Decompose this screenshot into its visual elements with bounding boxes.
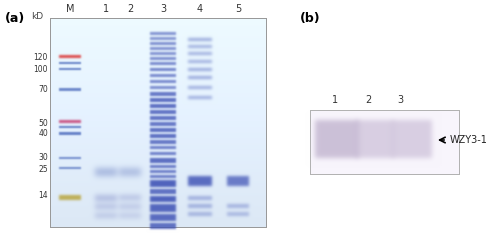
Text: 2: 2 [365,95,371,105]
Text: 50: 50 [38,119,48,128]
Text: 30: 30 [38,154,48,163]
Text: M: M [66,4,74,14]
Text: 40: 40 [38,129,48,138]
Text: 1: 1 [103,4,109,14]
Text: 5: 5 [235,4,241,14]
Text: 2: 2 [127,4,133,14]
Text: 25: 25 [38,164,48,174]
Text: 14: 14 [38,192,48,200]
Text: (a): (a) [5,12,25,25]
Text: 120: 120 [34,54,48,63]
Text: 1: 1 [332,95,338,105]
Text: 100: 100 [34,65,48,74]
Text: 3: 3 [160,4,166,14]
Text: WZY3-1: WZY3-1 [450,135,488,145]
Text: (b): (b) [300,12,320,25]
Text: kD: kD [31,12,43,21]
Text: 4: 4 [197,4,203,14]
Text: 70: 70 [38,85,48,94]
Text: 3: 3 [397,95,403,105]
